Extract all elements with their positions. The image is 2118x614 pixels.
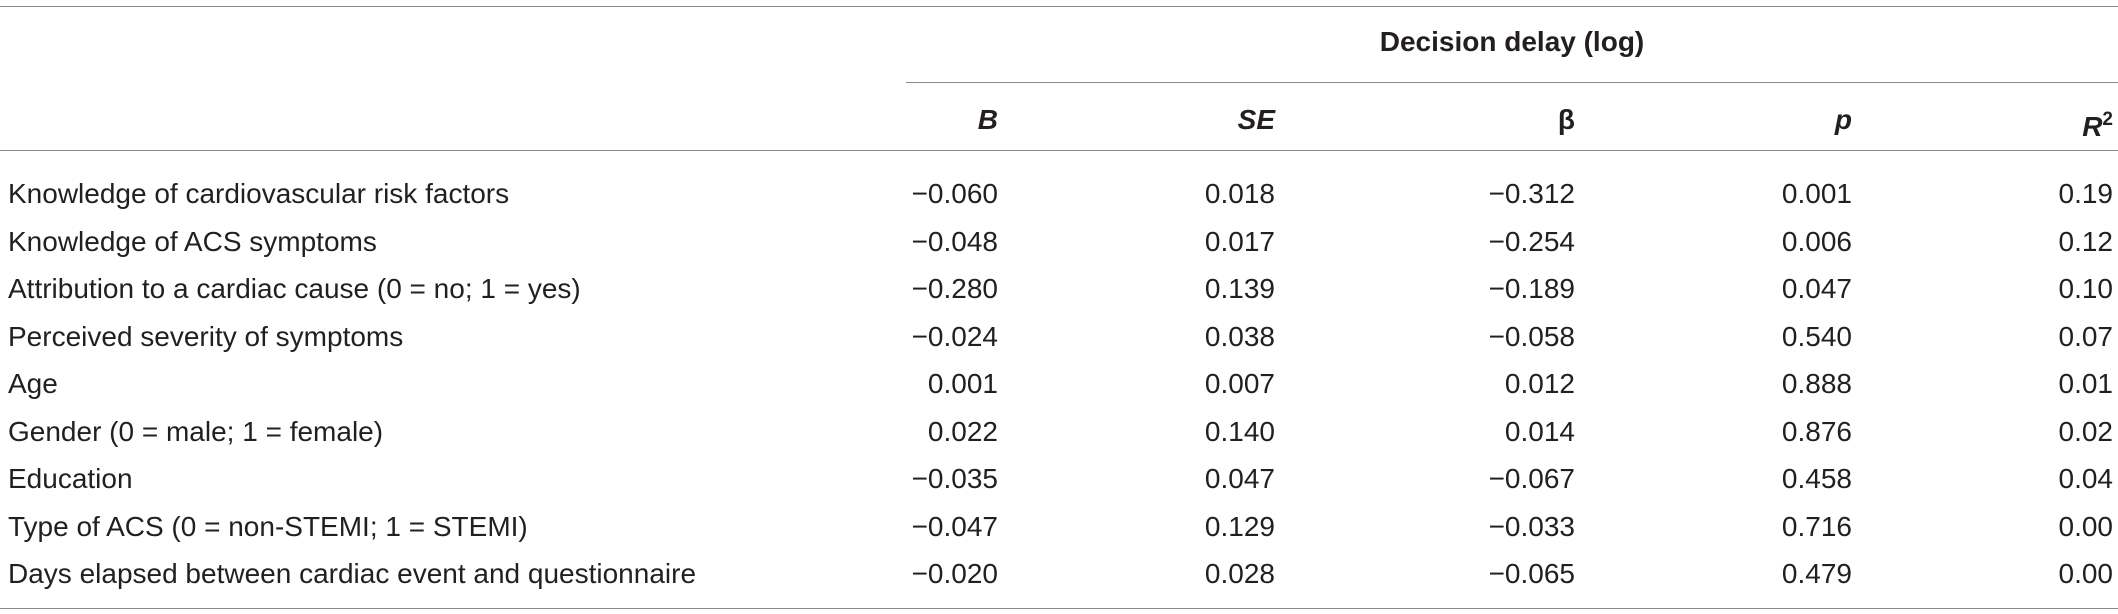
cell-r2: 0.12 (2058, 225, 2114, 257)
cell-p: 0.888 (1781, 368, 1852, 399)
cell-b: 0.001 (927, 368, 998, 399)
group-header: Decision delay (log) (1379, 26, 1645, 57)
cell-b: −0.020 (911, 558, 998, 589)
table-row: Knowledge of ACS symptoms −0.048 0.017 −0.2… (0, 218, 2118, 266)
cell-se: 0.017 (1204, 225, 1275, 257)
cell-b: −0.024 (911, 320, 998, 352)
cell-r2: 0.00 (2058, 510, 2114, 542)
cell-beta: −0.312 (1488, 178, 1575, 209)
cell-p: 0.458 (1781, 463, 1852, 494)
row-label: Age (8, 368, 58, 399)
group-header-rule (906, 82, 2118, 83)
cell-b: −0.060 (911, 178, 998, 209)
column-header-p: p (1834, 104, 1852, 135)
cell-se: 0.018 (1204, 178, 1275, 209)
cell-b: −0.035 (911, 463, 998, 494)
column-header-r2: R2 (2082, 100, 2113, 147)
cell-beta: 0.012 (1504, 368, 1575, 399)
cell-p: 0.876 (1781, 415, 1852, 447)
cell-b: −0.048 (911, 225, 998, 257)
cell-se: 0.047 (1204, 463, 1275, 494)
table-row: Type of ACS (0 = non-STEMI; 1 = STEMI) −0… (0, 503, 2118, 551)
cell-r2: 0.19 (2058, 178, 2114, 209)
cell-se: 0.028 (1204, 558, 1275, 589)
table-top-rule (0, 6, 2118, 7)
column-header-se: SE (1237, 104, 1275, 135)
cell-beta: −0.058 (1488, 320, 1575, 352)
cell-p: 0.047 (1781, 273, 1852, 304)
cell-beta: 0.014 (1504, 415, 1575, 447)
table-row: Knowledge of cardiovascular risk factors… (0, 170, 2118, 218)
header-bottom-rule (0, 150, 2118, 151)
table-row: Gender (0 = male; 1 = female) 0.022 0.140 0… (0, 408, 2118, 456)
r2-superscript: 2 (2102, 109, 2113, 130)
row-label: Gender (0 = male; 1 = female) (8, 415, 384, 447)
table-row: Perceived severity of symptoms −0.024 0.03… (0, 313, 2118, 361)
row-label: Perceived severity of symptoms (8, 320, 404, 352)
cell-r2: 0.04 (2058, 463, 2114, 494)
table-row: Attribution to a cardiac cause (0 = no; … (0, 265, 2118, 313)
column-header-b: B (977, 104, 998, 135)
cell-se: 0.139 (1204, 273, 1275, 304)
r2-base: R (2082, 111, 2103, 142)
cell-p: 0.540 (1781, 320, 1852, 352)
cell-r2: 0.01 (2058, 368, 2114, 399)
cell-p: 0.479 (1781, 558, 1852, 589)
cell-beta: −0.254 (1488, 225, 1575, 257)
row-label: Days elapsed between cardiac event and q… (8, 558, 697, 589)
cell-p: 0.006 (1781, 225, 1852, 257)
row-label: Knowledge of ACS symptoms (8, 225, 377, 257)
cell-b: −0.047 (911, 510, 998, 542)
cell-r2: 0.10 (2058, 273, 2114, 304)
cell-b: 0.022 (927, 415, 998, 447)
cell-r2: 0.02 (2058, 415, 2114, 447)
cell-beta: −0.067 (1488, 463, 1575, 494)
column-header-beta: β (1557, 104, 1575, 135)
table-row: Age 0.001 0.007 0.012 0.888 0.01 (0, 360, 2118, 408)
cell-beta: −0.189 (1488, 273, 1575, 304)
cell-se: 0.129 (1204, 510, 1275, 542)
cell-beta: −0.065 (1488, 558, 1575, 589)
cell-r2: 0.07 (2058, 320, 2114, 352)
table-row: Education −0.035 0.047 −0.067 0.458 0.04 (0, 455, 2118, 503)
cell-b: −0.280 (911, 273, 998, 304)
table-row: Days elapsed between cardiac event and q… (0, 550, 2118, 598)
cell-se: 0.038 (1204, 320, 1275, 352)
cell-r2: 0.00 (2058, 558, 2114, 589)
cell-p: 0.001 (1781, 178, 1852, 209)
cell-se: 0.140 (1204, 415, 1275, 447)
cell-se: 0.007 (1204, 368, 1275, 399)
row-label: Education (8, 463, 133, 494)
row-label: Attribution to a cardiac cause (0 = no; … (8, 273, 581, 304)
table-bottom-rule (0, 608, 2118, 609)
row-label: Type of ACS (0 = non-STEMI; 1 = STEMI) (8, 510, 528, 542)
cell-beta: −0.033 (1488, 510, 1575, 542)
row-label: Knowledge of cardiovascular risk factors (8, 178, 510, 209)
cell-p: 0.716 (1781, 510, 1852, 542)
